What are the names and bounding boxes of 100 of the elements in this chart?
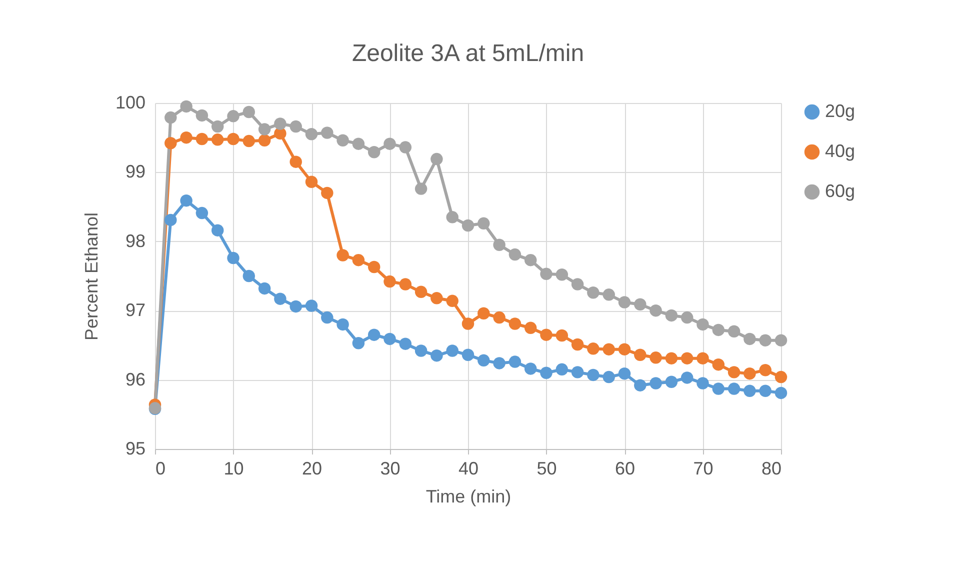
point [540, 268, 552, 280]
point [242, 134, 256, 148]
point [602, 288, 615, 301]
legend-label: 40g [825, 141, 856, 161]
point [712, 382, 725, 395]
point [164, 137, 177, 150]
point [602, 370, 615, 384]
point [446, 294, 458, 308]
point [759, 384, 772, 397]
point [321, 186, 334, 200]
point [368, 260, 380, 274]
x-tick-label: 30 [380, 458, 400, 478]
point [180, 100, 192, 113]
point [196, 132, 208, 146]
point [540, 328, 552, 341]
point [478, 354, 490, 367]
point [696, 377, 709, 390]
point [556, 363, 568, 376]
point [587, 368, 600, 382]
point [274, 118, 286, 130]
point [164, 111, 177, 124]
point [180, 194, 192, 207]
point [242, 106, 256, 118]
chart-title: Zeolite 3A at 5mL/min [352, 40, 584, 67]
point [462, 348, 474, 361]
point [571, 278, 584, 290]
point [180, 131, 192, 144]
point [258, 134, 271, 146]
point [462, 219, 474, 232]
point [305, 128, 318, 140]
point [211, 134, 224, 146]
point [556, 329, 568, 342]
point [384, 138, 396, 150]
y-tick-label: 100 [115, 92, 146, 112]
point [650, 352, 662, 364]
point [759, 334, 772, 346]
point [336, 134, 349, 146]
point [618, 343, 631, 356]
point [524, 362, 537, 375]
point [665, 309, 678, 322]
point [430, 292, 443, 304]
point [650, 377, 662, 390]
point [618, 367, 631, 380]
point [712, 358, 725, 371]
point [650, 304, 662, 317]
point [478, 217, 490, 230]
point [524, 322, 537, 334]
point [352, 337, 365, 350]
point [196, 109, 208, 122]
point [571, 366, 584, 378]
point [680, 352, 694, 364]
point [556, 268, 568, 281]
point [774, 370, 788, 384]
point [384, 332, 396, 346]
point [493, 357, 506, 370]
point [634, 379, 646, 392]
point [680, 372, 694, 384]
point [696, 352, 709, 364]
point [211, 120, 224, 133]
point [728, 325, 740, 338]
point [414, 286, 428, 298]
point [665, 352, 678, 364]
point [352, 254, 365, 266]
point [744, 367, 756, 380]
point [728, 382, 740, 395]
point [665, 376, 678, 388]
point [336, 318, 349, 331]
point [290, 120, 302, 133]
point [290, 156, 302, 168]
point [446, 344, 458, 357]
point [744, 332, 756, 346]
point [774, 334, 788, 346]
point [321, 126, 334, 139]
point [634, 348, 646, 361]
x-tick-label: 70 [693, 458, 714, 478]
point [430, 349, 443, 362]
point [524, 254, 537, 266]
point [290, 300, 302, 313]
point [680, 311, 694, 324]
point [321, 311, 334, 324]
point [446, 211, 458, 224]
x-tick-label: 0 [156, 458, 166, 478]
point [493, 311, 506, 324]
point [478, 307, 490, 320]
point [368, 328, 380, 341]
point [508, 356, 522, 368]
point [258, 123, 271, 136]
point [336, 249, 349, 262]
point [242, 270, 256, 282]
y-tick-label: 95 [125, 438, 146, 458]
x-tick-label: 80 [761, 458, 782, 478]
point [305, 176, 318, 188]
point [399, 338, 412, 350]
point [462, 318, 474, 330]
x-tick-label: 20 [302, 458, 322, 478]
point [352, 138, 365, 150]
point [227, 110, 240, 122]
x-axis-title: Time (min) [426, 486, 512, 506]
point [399, 141, 412, 154]
point [258, 282, 271, 295]
